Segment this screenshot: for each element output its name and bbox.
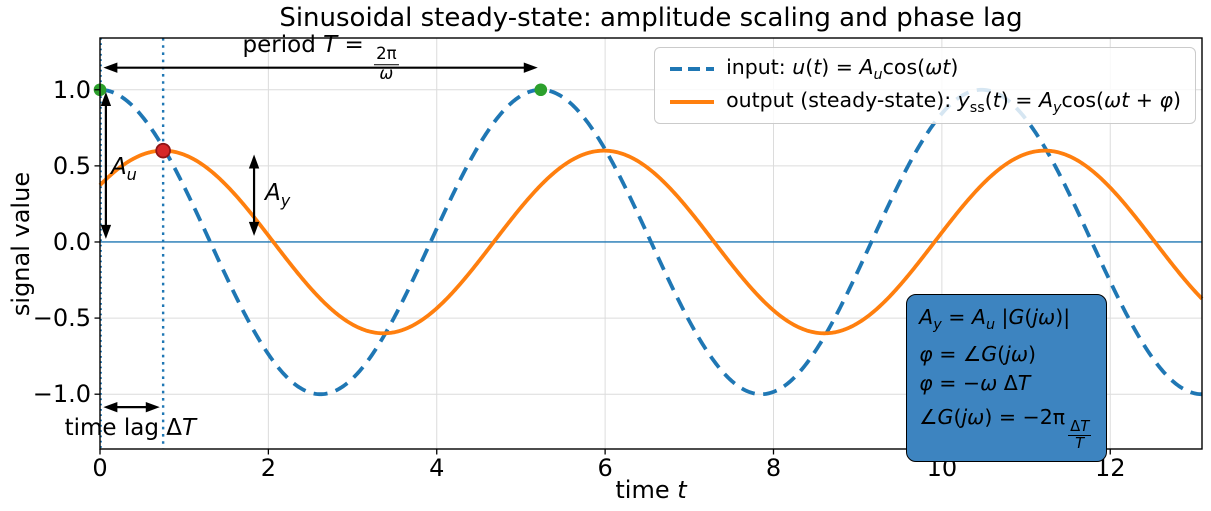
output-curve [98, 148, 1204, 336]
legend-label-input: input: u(t) = Aucos(ωt) [726, 55, 959, 84]
x-tick-label: 0 [92, 454, 108, 482]
input-peak-after-one-period-marker [534, 83, 548, 97]
period-arrow-head [103, 62, 118, 73]
output-first-peak-marker [155, 142, 171, 159]
period-arrow-head [523, 62, 538, 73]
input-amplitude-arrow-head [100, 92, 112, 107]
time-lag-arrow-head [103, 401, 118, 413]
legend-item-input: input: u(t) = Aucos(ωt) [669, 55, 1181, 83]
equation-line-phase: φ = ∠G(jω) [919, 342, 1037, 367]
y-tick-label: −0.5 [32, 304, 91, 333]
period-annotation-label: period T = 2π ω [242, 32, 399, 83]
legend: input: u(t) = Aucos(ωt) output (steady-s… [654, 47, 1196, 125]
axes-spines [99, 37, 1203, 450]
x-tick-label: 8 [765, 454, 782, 482]
equation-line-phase-timelag: φ = −ω ΔT [919, 371, 1031, 396]
x-axis-label: time t [615, 476, 687, 504]
x-tick-label: 4 [429, 454, 445, 482]
y-axis-label: signal value [7, 171, 35, 317]
y-tick-label: 0.5 [52, 151, 91, 180]
y-tick-label: −1.0 [32, 380, 91, 409]
input-dashed-line-icon [670, 67, 715, 72]
y-tick-label: 0.0 [52, 227, 91, 256]
time-lag-arrow-head [145, 401, 160, 413]
x-tick-label: 2 [260, 454, 276, 482]
legend-item-output: output (steady-state): yss(t) = Aycos(ωt… [669, 88, 1181, 116]
equation-line-angle-fraction: ∠G(jω) = −2π ΔT T [919, 405, 1092, 453]
output-amplitude-label: Ay [265, 179, 291, 210]
output-amplitude-arrow-head [248, 221, 260, 236]
output-solid-line-icon [670, 100, 715, 105]
output-amplitude-arrow-head [248, 154, 260, 169]
equation-line-gain: Ay = Au |G(jω)| [919, 305, 1071, 334]
y-tick-label: 1.0 [52, 75, 91, 104]
chart-title: Sinusoidal steady-state: amplitude scali… [279, 3, 1023, 33]
x-tick-label: 6 [597, 454, 613, 482]
input-amplitude-label: Au [110, 154, 137, 184]
input-amplitude-arrow-head [100, 224, 112, 239]
time-lag-label: time lag ΔT [64, 414, 197, 441]
equation-box: Ay = Au |G(jω)| φ = ∠G(jω) φ = −ω ΔT ∠G(… [906, 294, 1108, 462]
legend-label-output: output (steady-state): yss(t) = Aycos(ωt… [726, 88, 1181, 117]
